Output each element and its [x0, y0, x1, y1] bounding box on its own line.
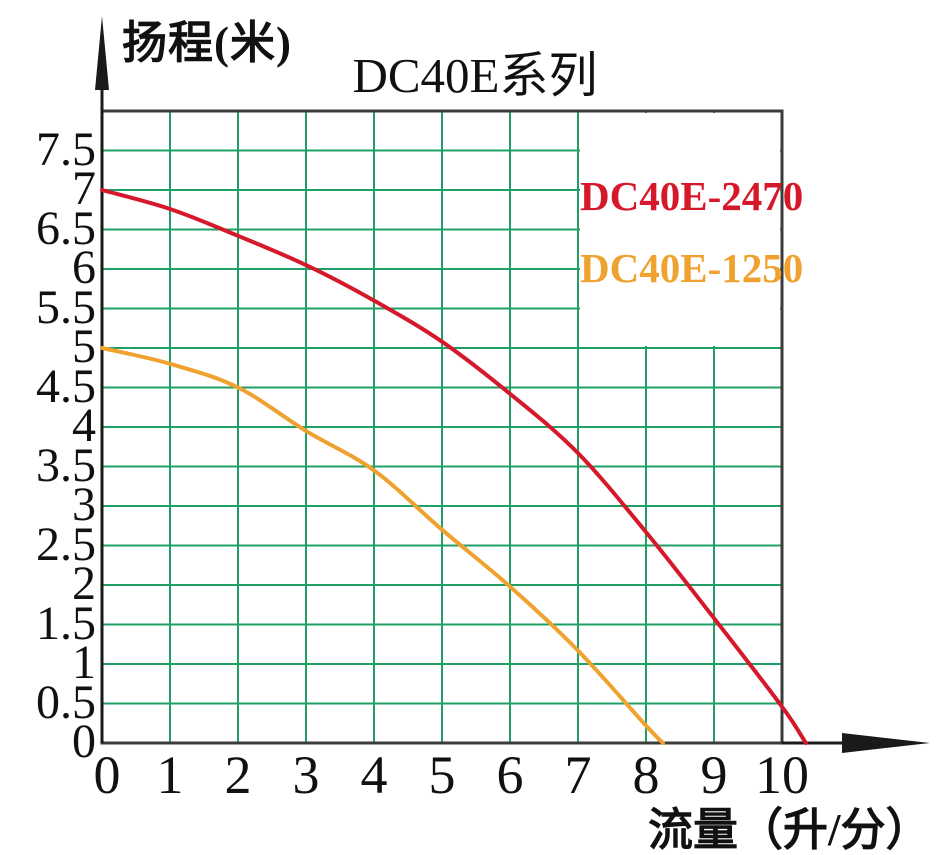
y-tick-label: 2.5: [36, 517, 96, 571]
y-tick-label: 5.5: [36, 280, 96, 334]
y-tick-label: 4: [72, 399, 96, 453]
x-tick-label: 4: [360, 745, 388, 805]
x-tick-label: 10: [755, 745, 809, 805]
x-tick-label: 0: [93, 745, 121, 805]
y-tick-label: 7: [72, 162, 96, 216]
x-axis-arrow-icon: [842, 733, 930, 753]
x-axis-title: 流量（升/分）: [648, 805, 931, 855]
x-tick-label: 6: [496, 745, 524, 805]
curve-dc40e-2470: [100, 188, 808, 745]
y-axis-title: 扬程(米): [122, 18, 292, 68]
y-tick-label: 4.5: [36, 359, 96, 413]
x-tick-label: 2: [224, 745, 252, 805]
y-axis-arrow-icon: [95, 16, 109, 90]
y-tick-label: 6.5: [36, 201, 96, 255]
y-tick-label: 0.5: [36, 675, 96, 729]
y-tick-label: 2: [72, 557, 96, 611]
y-tick-label: 1: [72, 636, 96, 690]
x-tick-label: 8: [632, 745, 660, 805]
x-tick-label: 5: [428, 745, 456, 805]
y-tick-label: 3.5: [36, 438, 96, 492]
legend-item-dc40e-2470: DC40E-2470: [580, 173, 804, 219]
y-tick-label: 7.5: [36, 122, 96, 176]
chart-title: DC40E系列: [352, 48, 598, 103]
x-tick-label: 3: [292, 745, 320, 805]
legend-item-dc40e-1250: DC40E-1250: [580, 245, 804, 291]
legend-box: DC40E-2470 DC40E-1250: [580, 113, 804, 346]
y-tick-label: 6: [72, 241, 96, 295]
x-tick-label: 7: [564, 745, 592, 805]
y-tick-label: 5: [72, 320, 96, 374]
x-tick-label: 1: [156, 745, 184, 805]
curve-dc40e-1250: [100, 346, 665, 745]
y-tick-label: 1.5: [36, 596, 96, 650]
y-tick-label: 3: [72, 478, 96, 532]
y-tick-label: 0: [72, 715, 96, 769]
x-tick-label: 9: [700, 745, 728, 805]
